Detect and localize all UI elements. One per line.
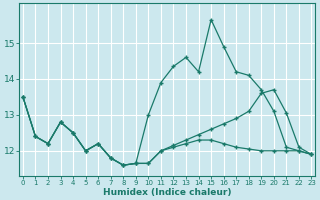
X-axis label: Humidex (Indice chaleur): Humidex (Indice chaleur) <box>103 188 231 197</box>
